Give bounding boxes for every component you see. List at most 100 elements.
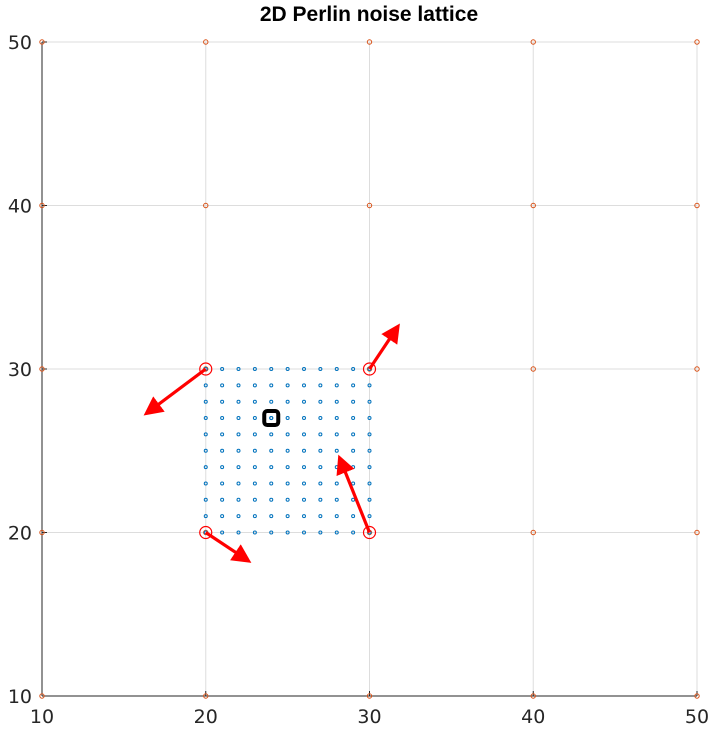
sample-point bbox=[302, 530, 306, 535]
sample-point bbox=[220, 367, 225, 371]
sample-point bbox=[220, 399, 225, 404]
sample-point bbox=[285, 530, 290, 535]
sample-point bbox=[334, 367, 339, 371]
lattice-point bbox=[39, 366, 45, 372]
sample-point bbox=[252, 481, 257, 486]
sample-point bbox=[367, 399, 372, 404]
sample-point bbox=[269, 514, 274, 519]
lattice-point bbox=[694, 202, 700, 209]
lattice-point bbox=[530, 529, 536, 536]
sample-point bbox=[236, 514, 241, 519]
lattice-point bbox=[366, 693, 373, 699]
sample-point bbox=[318, 481, 323, 486]
sample-point bbox=[318, 448, 323, 453]
x-tick-label-40: 40 bbox=[521, 706, 545, 728]
sample-point bbox=[367, 481, 372, 486]
sample-point bbox=[252, 514, 257, 519]
sample-point bbox=[302, 465, 306, 470]
cell-corner-marker bbox=[199, 362, 213, 376]
sample-point bbox=[220, 432, 225, 437]
sample-point bbox=[269, 383, 274, 388]
sample-point bbox=[334, 432, 339, 437]
sample-point bbox=[269, 367, 274, 371]
cell-corner-marker bbox=[362, 362, 377, 376]
sample-point bbox=[302, 514, 306, 519]
sample-point bbox=[334, 416, 339, 421]
lattice-point bbox=[203, 693, 209, 699]
lattice-point bbox=[694, 366, 700, 372]
query-point bbox=[262, 409, 281, 428]
lattice-point bbox=[694, 39, 700, 45]
sample-point bbox=[285, 497, 290, 502]
lattice-point bbox=[39, 693, 45, 699]
sample-point bbox=[269, 399, 274, 404]
y-tick-label-10: 10 bbox=[8, 686, 32, 708]
sample-point bbox=[252, 383, 257, 388]
sample-point bbox=[367, 497, 372, 502]
sample-point bbox=[318, 432, 323, 437]
sample-point bbox=[318, 514, 323, 519]
sample-point bbox=[285, 367, 290, 371]
sample-point bbox=[318, 416, 323, 421]
sample-point bbox=[236, 432, 241, 437]
lattice-point bbox=[530, 202, 536, 209]
sample-point bbox=[236, 497, 241, 502]
sample-point bbox=[351, 416, 356, 421]
sample-point bbox=[203, 514, 208, 519]
sample-point bbox=[302, 497, 306, 502]
sample-grid bbox=[203, 367, 372, 535]
sample-point bbox=[236, 367, 241, 371]
sample-point bbox=[318, 465, 323, 470]
sample-point bbox=[367, 448, 372, 453]
sample-point bbox=[252, 465, 257, 470]
sample-point bbox=[252, 399, 257, 404]
sample-point bbox=[285, 399, 290, 404]
sample-point bbox=[220, 465, 225, 470]
sample-point bbox=[236, 383, 241, 388]
lattice-point bbox=[366, 202, 373, 209]
y-tick-label-50: 50 bbox=[8, 32, 32, 54]
sample-point bbox=[318, 399, 323, 404]
cell-corner-marker bbox=[199, 525, 213, 540]
sample-point bbox=[269, 481, 274, 486]
sample-point bbox=[367, 465, 372, 470]
sample-point bbox=[269, 465, 274, 470]
gradient-arrow bbox=[143, 367, 207, 416]
sample-point bbox=[367, 432, 372, 437]
sample-point bbox=[351, 367, 356, 371]
sample-point bbox=[351, 448, 356, 453]
sample-point bbox=[351, 514, 356, 519]
sample-point bbox=[367, 514, 372, 519]
sample-point bbox=[334, 481, 339, 486]
sample-point bbox=[367, 416, 372, 421]
sample-point bbox=[269, 497, 274, 502]
sample-point bbox=[351, 481, 356, 486]
sample-point bbox=[252, 432, 257, 437]
sample-point bbox=[236, 399, 241, 404]
tick-labels: 10 20 30 40 50 10 20 30 40 50 bbox=[8, 32, 709, 728]
lattice-point bbox=[39, 202, 45, 209]
sample-point bbox=[269, 432, 274, 437]
sample-point bbox=[220, 481, 225, 486]
sample-point bbox=[351, 497, 356, 502]
sample-point bbox=[302, 383, 306, 388]
sample-point bbox=[236, 448, 241, 453]
sample-point bbox=[252, 367, 257, 371]
query-point-center bbox=[269, 415, 274, 421]
sample-point bbox=[351, 530, 356, 535]
lattice-point bbox=[694, 529, 700, 536]
sample-point bbox=[220, 383, 225, 388]
sample-point bbox=[334, 399, 339, 404]
y-tick-label-20: 20 bbox=[8, 523, 32, 545]
sample-point bbox=[220, 514, 225, 519]
x-tick-label-30: 30 bbox=[357, 706, 381, 728]
lattice-point bbox=[39, 529, 45, 536]
x-tick-label-20: 20 bbox=[194, 706, 218, 728]
sample-point bbox=[351, 399, 356, 404]
y-tick-label-30: 30 bbox=[8, 359, 32, 381]
sample-point bbox=[203, 399, 208, 404]
sample-point bbox=[220, 497, 225, 502]
sample-point bbox=[334, 448, 339, 453]
